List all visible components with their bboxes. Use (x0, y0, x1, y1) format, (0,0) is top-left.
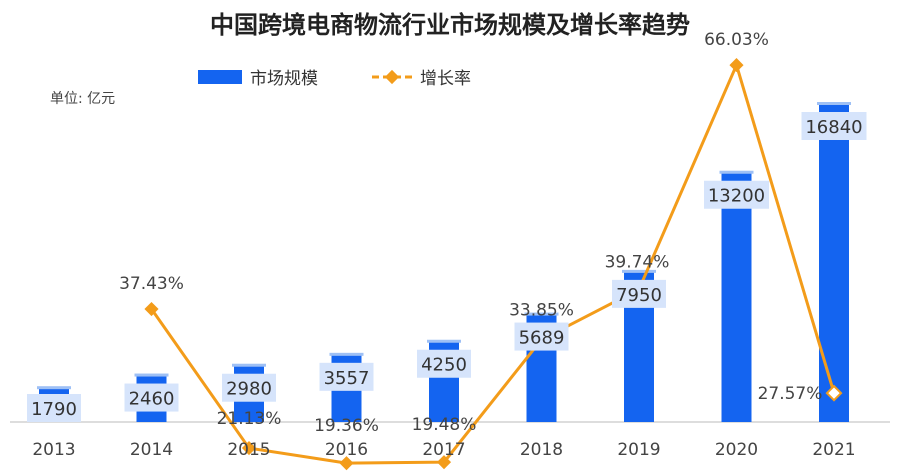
bar-cap-2016 (329, 352, 364, 356)
x-tick-2020: 2020 (715, 440, 758, 460)
bar-cap-2013 (37, 386, 71, 390)
bar-value-labels: 1790 2460 2980 3557 4250 5689 7950 13200 16840 (27, 112, 867, 422)
growth-rate-label-2016: 19.36% (314, 416, 379, 436)
bar-label-box-2018 (514, 322, 569, 351)
growth-rate-label-2018: 33.85% (509, 301, 574, 321)
growth-rate-label-2014: 37.43% (119, 274, 184, 294)
bar-value-label-2016: 3557 (324, 368, 370, 389)
bar-cap-2020 (719, 170, 754, 174)
growth-rate-label-2015: 21.13% (217, 409, 282, 429)
x-tick-2021: 2021 (812, 440, 855, 460)
x-tick-2016: 2016 (325, 440, 368, 460)
bar-label-box-2017 (417, 349, 471, 378)
growth-rate-label-2019: 39.74% (605, 252, 670, 272)
x-tick-2017: 2017 (422, 440, 465, 460)
x-tick-2015: 2015 (227, 440, 270, 460)
bar-cap-2019 (622, 269, 656, 273)
growth-rate-label-2020: 66.03% (704, 30, 769, 50)
bar-label-box-2015 (222, 373, 276, 402)
growth-rate-label-2021: 27.57% (758, 384, 823, 404)
growth-marker-2017 (436, 455, 452, 470)
bar-label-box-2020 (704, 180, 769, 209)
bar-label-box-2014 (124, 383, 179, 412)
x-tick-2013: 2013 (32, 440, 75, 460)
x-tick-2014: 2014 (130, 440, 173, 460)
growth-line (150, 63, 836, 465)
bar-2021 (819, 104, 849, 422)
chart-title: 中国跨境电商物流行业市场规模及增长率趋势 (210, 11, 690, 39)
bar-value-label-2018: 5689 (519, 328, 565, 349)
legend-line-label: 增长率 (420, 69, 471, 89)
bar-value-label-2013: 1790 (31, 399, 77, 420)
growth-marker-2016 (339, 456, 354, 471)
bar-label-box-2016 (319, 362, 374, 391)
bar-value-label-2014: 2460 (129, 389, 175, 410)
bar-cap-2014 (134, 373, 169, 377)
bar-cap-2021 (817, 102, 851, 105)
bar-label-box-2019 (612, 279, 666, 308)
bar-cap-2015 (232, 363, 266, 367)
unit-label: 单位: 亿元 (50, 91, 115, 107)
growth-rate-labels: 37.43% 21.13% 19.36% 19.48% 33.85% 39.74% 66.0… (119, 30, 822, 436)
x-tick-2019: 2019 (617, 440, 660, 460)
growth-marker-2021 (825, 384, 843, 402)
growth-marker-2020 (729, 57, 744, 73)
bar-2020 (721, 172, 752, 422)
x-tick-2018: 2018 (520, 440, 563, 460)
growth-rate-label-2017: 19.48% (412, 415, 477, 435)
legend: 市场规模 增长率 (198, 69, 471, 89)
bar-value-label-2020: 13200 (708, 186, 765, 207)
bar-label-box-2013 (27, 394, 81, 422)
bar-value-label-2015: 2980 (226, 379, 272, 400)
bar-value-label-2017: 4250 (421, 355, 467, 376)
growth-marker-2015 (241, 440, 257, 456)
bar-cap-2017 (427, 339, 461, 343)
bar-value-label-2021: 16840 (805, 117, 862, 138)
legend-bar-swatch (198, 70, 242, 84)
bar-cap-2018 (524, 312, 559, 316)
growth-marker-2014 (144, 301, 159, 317)
legend-bar-label: 市场规模 (250, 69, 318, 89)
bar-label-box-2021 (801, 112, 867, 140)
legend-line-marker (384, 69, 400, 85)
bar-value-label-2019: 7950 (616, 285, 662, 306)
x-axis-ticks: 2013 2014 2015 2016 2017 2018 2019 2020 2021 (32, 440, 855, 460)
